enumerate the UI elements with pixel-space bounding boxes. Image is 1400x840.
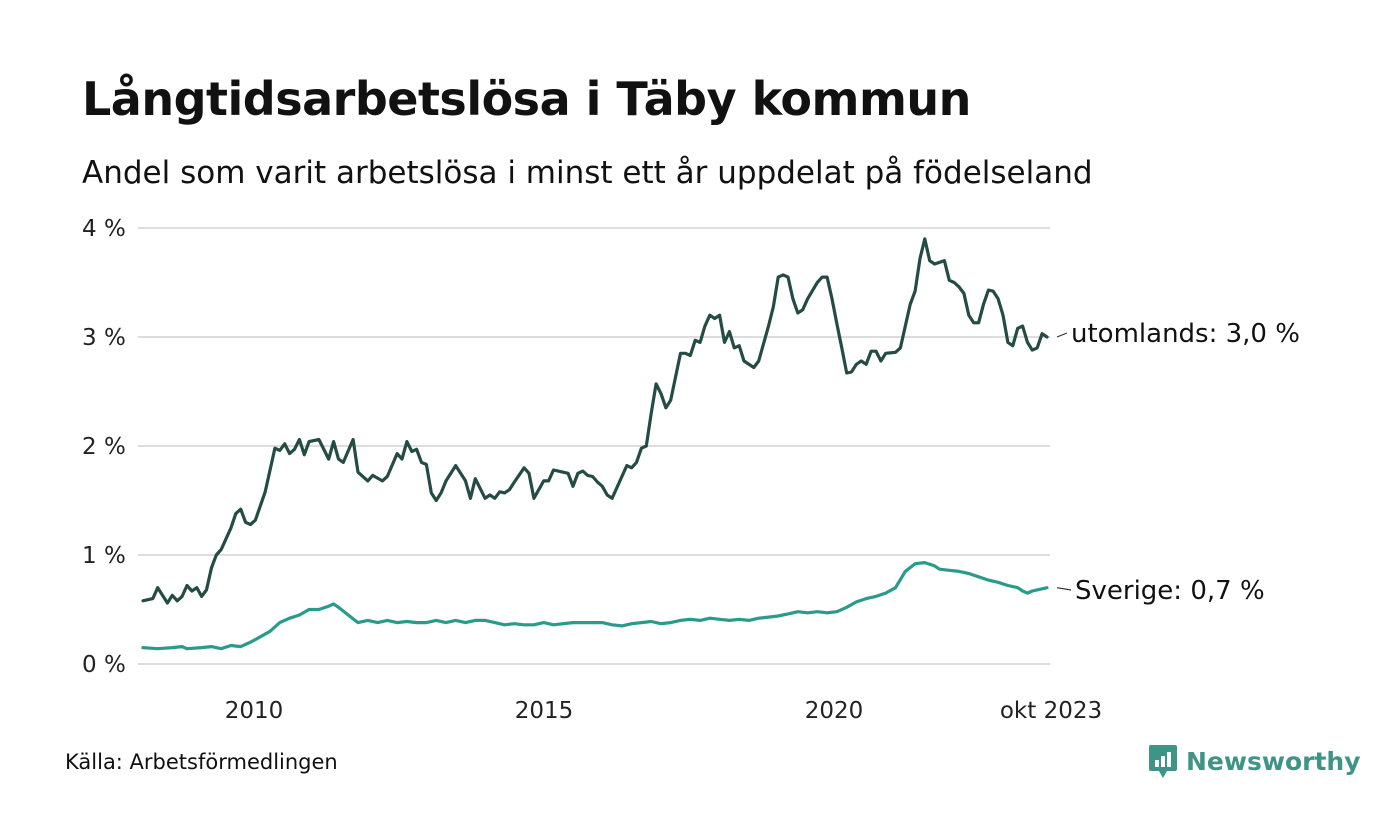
chart-title: Långtidsarbetslösa i Täby kommun — [82, 72, 971, 126]
gridlines — [138, 227, 1050, 665]
series-line-sverige — [141, 560, 1049, 651]
y-tick-label: 0 % — [82, 652, 126, 678]
source-note: Källa: Arbetsförmedlingen — [65, 750, 338, 774]
x-tick-label: 2010 — [225, 698, 284, 724]
x-tick-label: 2015 — [515, 698, 574, 724]
y-tick-label: 3 % — [82, 325, 126, 351]
series-end-label-utomlands: utomlands: 3,0 % — [1071, 319, 1300, 349]
newsworthy-logo[interactable]: Newsworthy — [1148, 742, 1361, 780]
series-end-label-sverige: Sverige: 0,7 % — [1075, 576, 1265, 606]
x-tick-label: 2020 — [805, 698, 864, 724]
series-end-labels: utomlands: 3,0 % Sverige: 0,7 % — [1056, 319, 1300, 606]
y-tick-label: 2 % — [82, 434, 126, 460]
x-tick-label: okt 2023 — [1000, 698, 1102, 724]
label-leader-line — [1056, 332, 1068, 338]
chart-subtitle: Andel som varit arbetslösa i minst ett å… — [82, 155, 1093, 191]
label-leader-line — [1056, 587, 1072, 591]
y-tick-label: 1 % — [82, 543, 126, 569]
series-lines — [141, 237, 1049, 651]
y-axis-ticks: 0 % 1 % 2 % 3 % 4 % — [82, 216, 126, 678]
series-line-utomlands — [141, 237, 1049, 605]
y-tick-label: 4 % — [82, 216, 126, 242]
x-axis-ticks: 2010 2015 2020 okt 2023 — [225, 698, 1102, 724]
newsworthy-logo-icon — [1149, 745, 1177, 778]
newsworthy-logo-text: Newsworthy — [1186, 746, 1361, 776]
